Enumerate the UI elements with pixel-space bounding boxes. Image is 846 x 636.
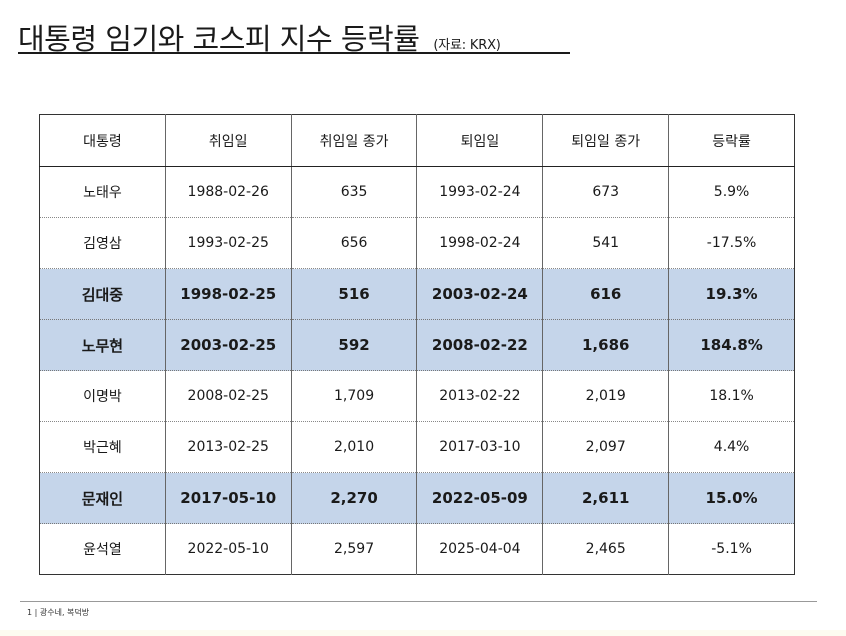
bottom-strip: [0, 630, 846, 636]
cell-change-rate: 15.0%: [668, 472, 795, 524]
cell-inauguration-close: 1,709: [291, 370, 418, 422]
cell-leave-date: 2025-04-04: [416, 523, 544, 575]
cell-inauguration-date: 2013-02-25: [165, 421, 292, 473]
table-header-row: 대통령 취임일 취임일 종가 퇴임일 퇴임일 종가 등락률: [39, 114, 795, 167]
cell-inauguration-date: 1988-02-26: [165, 166, 292, 218]
table-row: 노무현 2003-02-25 592 2008-02-22 1,686 184.8%: [39, 319, 795, 371]
cell-change-rate: 4.4%: [713, 439, 750, 455]
cell-change-rate: 19.3%: [668, 268, 795, 320]
cell-leave-date: 2013-02-22: [416, 370, 544, 422]
header-president: 대통령: [39, 114, 166, 167]
cell-inauguration-close: 656: [291, 217, 418, 269]
cell-inauguration-close: 516: [291, 268, 418, 320]
cell-president: 김영삼: [39, 217, 166, 269]
cell-change-rate: -5.1%: [711, 541, 752, 557]
table-row: 김영삼 1993-02-25 656 1998-02-24 541 -17.5%: [39, 217, 795, 269]
cell-president: 노무현: [39, 319, 166, 371]
cell-leave-close: 1,686: [542, 319, 670, 371]
president-kospi-table: 대통령 취임일 취임일 종가 퇴임일 퇴임일 종가 등락률 노태우 1988-02…: [39, 114, 795, 575]
table-row: 노태우 1988-02-26 635 1993-02-24 673 5.9%: [39, 166, 795, 218]
cell-inauguration-close: 592: [291, 319, 418, 371]
cell-change-rate: -17.5%: [706, 235, 757, 251]
cell-change-rate: 184.8%: [668, 319, 795, 371]
cell-inauguration-date: 2022-05-10: [165, 523, 292, 575]
table-row: 박근혜 2013-02-25 2,010 2017-03-10 2,097 4.4%: [39, 421, 795, 473]
cell-president: 이명박: [39, 370, 166, 422]
cell-leave-close: 673: [542, 166, 670, 218]
header-inauguration-date: 취임일: [165, 114, 292, 167]
cell-leave-date: 2017-03-10: [416, 421, 544, 473]
cell-president: 노태우: [39, 166, 166, 218]
header-inauguration-close: 취임일 종가: [291, 114, 418, 167]
table-row: 윤석열 2022-05-10 2,597 2025-04-04 2,465 -5.1%: [39, 523, 795, 575]
cell-leave-close: 2,019: [542, 370, 670, 422]
cell-leave-close: 541: [542, 217, 670, 269]
title-block: 대통령 임기와 코스피 지수 등락률 (자료: KRX): [18, 16, 501, 58]
header-leave-close: 퇴임일 종가: [542, 114, 670, 167]
table-row: 이명박 2008-02-25 1,709 2013-02-22 2,019 18.1%: [39, 370, 795, 422]
cell-leave-date: 1998-02-24: [416, 217, 544, 269]
table-row: 문재인 2017-05-10 2,270 2022-05-09 2,611 15.0%: [39, 472, 795, 524]
page-title: 대통령 임기와 코스피 지수 등락률: [18, 22, 420, 56]
cell-change-rate: 5.9%: [713, 184, 750, 200]
table-row: 김대중 1998-02-25 516 2003-02-24 616 19.3%: [39, 268, 795, 320]
cell-leave-date: 2008-02-22: [416, 319, 544, 371]
cell-change-rate: 18.1%: [709, 388, 754, 404]
cell-leave-date: 2022-05-09: [416, 472, 544, 524]
source-note: (자료: KRX): [433, 38, 501, 53]
header-change-rate: 등락률: [668, 114, 795, 167]
cell-president: 윤석열: [39, 523, 166, 575]
table-body: 노태우 1988-02-26 635 1993-02-24 673 5.9% 김영삼 1993…: [39, 166, 795, 575]
cell-inauguration-close: 2,010: [291, 421, 418, 473]
footer-text: 1 | 광수네, 복덕방: [27, 608, 90, 617]
cell-inauguration-date: 2008-02-25: [165, 370, 292, 422]
header-leave-date: 퇴임일: [416, 114, 544, 167]
cell-inauguration-close: 635: [291, 166, 418, 218]
cell-leave-date: 1993-02-24: [416, 166, 544, 218]
cell-leave-close: 2,611: [542, 472, 670, 524]
cell-leave-date: 2003-02-24: [416, 268, 544, 320]
cell-inauguration-date: 1993-02-25: [165, 217, 292, 269]
cell-leave-close: 616: [542, 268, 670, 320]
cell-inauguration-date: 1998-02-25: [165, 268, 292, 320]
cell-president: 김대중: [39, 268, 166, 320]
cell-inauguration-date: 2017-05-10: [165, 472, 292, 524]
cell-president: 문재인: [39, 472, 166, 524]
cell-inauguration-date: 2003-02-25: [165, 319, 292, 371]
table-container: 대통령 취임일 취임일 종가 퇴임일 퇴임일 종가 등락률 노태우 1988-02…: [39, 114, 795, 575]
cell-leave-close: 2,097: [542, 421, 670, 473]
cell-president: 박근혜: [39, 421, 166, 473]
cell-inauguration-close: 2,270: [291, 472, 418, 524]
footer-divider: [20, 601, 817, 602]
cell-leave-close: 2,465: [542, 523, 670, 575]
cell-inauguration-close: 2,597: [291, 523, 418, 575]
title-underline: [18, 52, 570, 54]
